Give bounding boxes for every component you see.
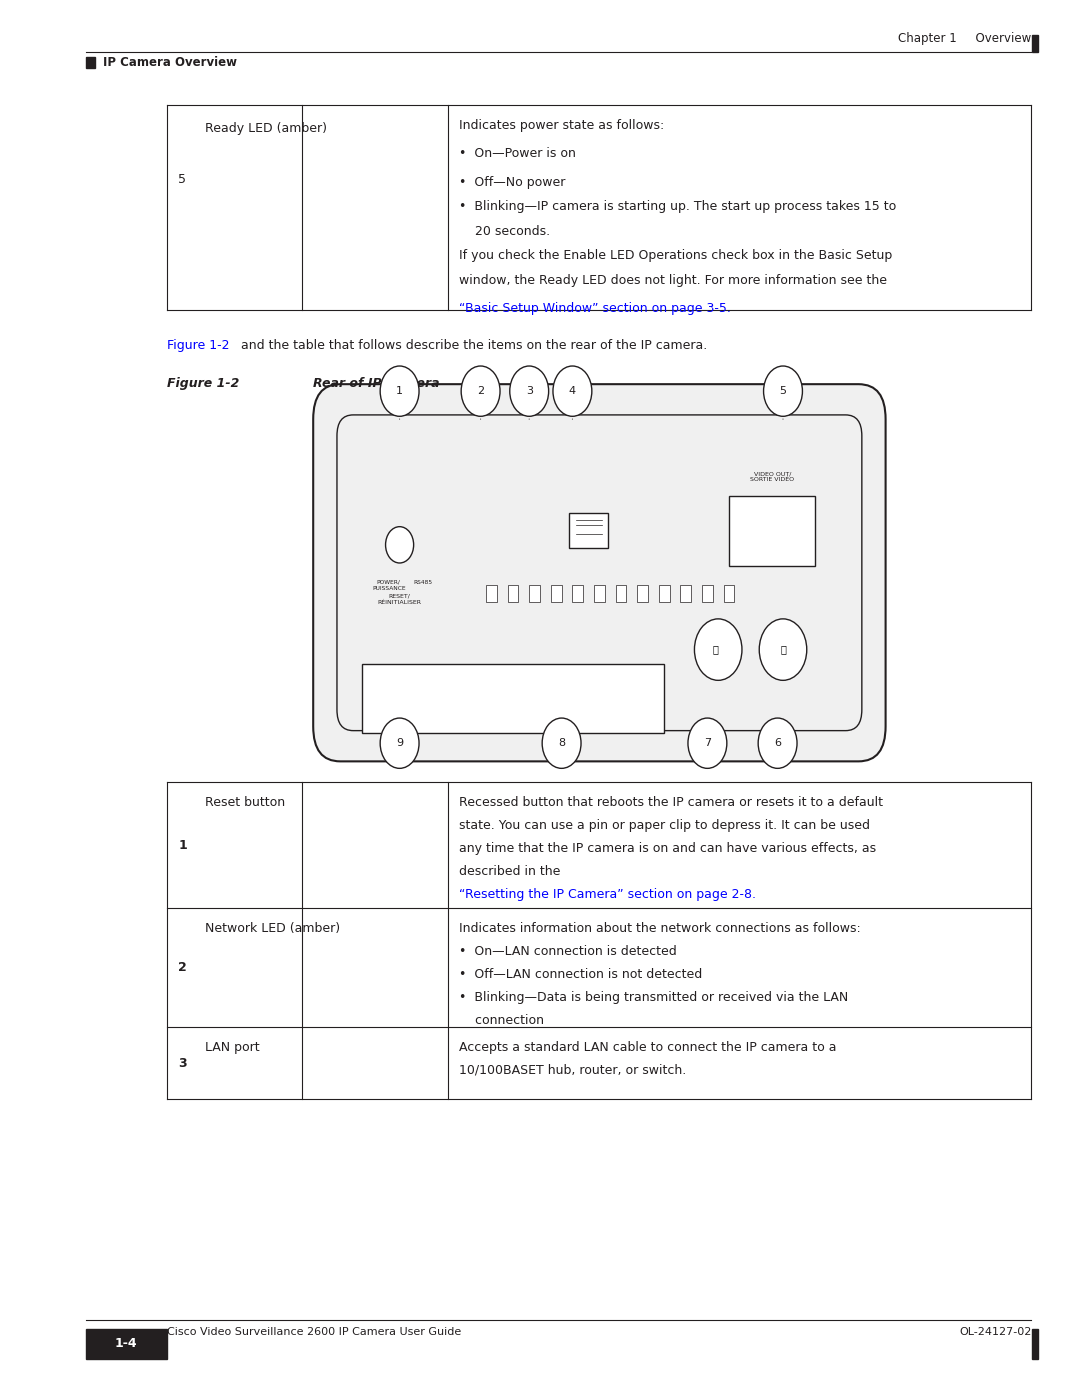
Text: state. You can use a pin or paper clip to depress it. It can be used: state. You can use a pin or paper clip t…	[459, 819, 870, 833]
Text: 10/100BASET hub, router, or switch.: 10/100BASET hub, router, or switch.	[459, 1065, 686, 1077]
Text: 9: 9	[396, 738, 403, 749]
Bar	[86, 1329, 167, 1359]
Circle shape	[386, 527, 414, 563]
Text: Indicates information about the network connections as follows:: Indicates information about the network …	[459, 922, 861, 935]
Text: OL-24127-02: OL-24127-02	[959, 1327, 1031, 1337]
Bar	[86, 57, 95, 68]
Text: 🔊: 🔊	[780, 644, 786, 655]
Text: window, the Ready LED does not light. For more information see the: window, the Ready LED does not light. Fo…	[459, 274, 887, 286]
Text: “Resetting the IP Camera” section on page 2-8.: “Resetting the IP Camera” section on pag…	[459, 888, 756, 901]
Text: VIDEO OUT/
SORTIE VIDÉO: VIDEO OUT/ SORTIE VIDÉO	[751, 471, 794, 482]
Text: POWER/
PUISSANCE: POWER/ PUISSANCE	[372, 580, 406, 591]
Text: 6: 6	[774, 738, 781, 749]
Text: •  Off—No power: • Off—No power	[459, 176, 565, 189]
Text: Cisco Video Surveillance 2600 IP Camera User Guide: Cisco Video Surveillance 2600 IP Camera …	[167, 1327, 461, 1337]
Circle shape	[688, 718, 727, 768]
Text: 2: 2	[477, 386, 484, 397]
Circle shape	[510, 366, 549, 416]
Text: 3: 3	[178, 1056, 187, 1070]
Text: •  Blinking—IP camera is starting up. The start up process takes 15 to: • Blinking—IP camera is starting up. The…	[459, 200, 896, 214]
Text: Recessed button that reboots the IP camera or resets it to a default: Recessed button that reboots the IP came…	[459, 796, 883, 809]
Text: RS485: RS485	[414, 580, 433, 585]
Text: RESET/
RÉINITIALISER: RESET/ RÉINITIALISER	[378, 594, 421, 605]
Text: •  On—LAN connection is detected: • On—LAN connection is detected	[459, 946, 677, 958]
Text: “Basic Setup Window” section on page 3-5.: “Basic Setup Window” section on page 3-5…	[459, 302, 731, 316]
Text: Network LED (amber): Network LED (amber)	[205, 922, 340, 935]
Text: 5: 5	[780, 386, 786, 397]
Text: •  Blinking—Data is being transmitted or received via the LAN: • Blinking—Data is being transmitted or …	[459, 992, 848, 1004]
Circle shape	[380, 366, 419, 416]
Circle shape	[461, 366, 500, 416]
Circle shape	[758, 718, 797, 768]
Text: Ready LED (amber): Ready LED (amber)	[205, 122, 327, 134]
Text: 8: 8	[558, 738, 565, 749]
Circle shape	[380, 718, 419, 768]
Text: •  Off—LAN connection is not detected: • Off—LAN connection is not detected	[459, 968, 702, 981]
Bar	[637, 585, 648, 602]
Text: 20 seconds.: 20 seconds.	[459, 225, 550, 237]
Text: and the table that follows describe the items on the rear of the IP camera.: and the table that follows describe the …	[237, 339, 706, 352]
Text: Figure 1-2: Figure 1-2	[167, 377, 240, 390]
Bar	[702, 585, 713, 602]
Text: 1: 1	[396, 386, 403, 397]
Text: Reset button: Reset button	[205, 796, 285, 809]
Bar	[724, 585, 734, 602]
Text: 2: 2	[178, 961, 187, 974]
Bar	[659, 585, 670, 602]
Circle shape	[759, 619, 807, 680]
Bar	[680, 585, 691, 602]
Text: 1-4: 1-4	[116, 1337, 137, 1351]
Text: LAN port: LAN port	[205, 1041, 260, 1053]
Text: 🎤: 🎤	[712, 644, 718, 655]
Text: •  On—Power is on: • On—Power is on	[459, 147, 576, 161]
Text: 3: 3	[526, 386, 532, 397]
Bar	[594, 585, 605, 602]
Bar	[529, 585, 540, 602]
Bar	[569, 513, 608, 548]
Text: Indicates power state as follows:: Indicates power state as follows:	[459, 119, 664, 131]
Text: 7: 7	[704, 738, 711, 749]
Bar	[551, 585, 562, 602]
Circle shape	[694, 619, 742, 680]
Text: Figure 1-2: Figure 1-2	[167, 339, 230, 352]
Bar	[729, 496, 815, 566]
Bar	[508, 585, 518, 602]
Circle shape	[553, 366, 592, 416]
Bar	[572, 585, 583, 602]
Bar	[1032, 1329, 1038, 1359]
Text: 1: 1	[178, 838, 187, 852]
Bar	[362, 664, 664, 733]
Text: If you check the Enable LED Operations check box in the Basic Setup: If you check the Enable LED Operations c…	[459, 249, 892, 263]
Text: described in the: described in the	[459, 866, 565, 879]
Circle shape	[542, 718, 581, 768]
Text: IP Camera Overview: IP Camera Overview	[103, 56, 237, 70]
Text: Accepts a standard LAN cable to connect the IP camera to a: Accepts a standard LAN cable to connect …	[459, 1041, 837, 1053]
Text: Rear of IP Camera: Rear of IP Camera	[313, 377, 440, 390]
Text: 5: 5	[178, 173, 186, 186]
Text: Chapter 1     Overview: Chapter 1 Overview	[899, 32, 1031, 45]
Text: 4: 4	[569, 386, 576, 397]
Circle shape	[764, 366, 802, 416]
FancyBboxPatch shape	[313, 384, 886, 761]
Bar	[486, 585, 497, 602]
Text: any time that the IP camera is on and can have various effects, as: any time that the IP camera is on and ca…	[459, 842, 876, 855]
Bar	[1032, 35, 1038, 52]
Bar	[616, 585, 626, 602]
Text: connection: connection	[459, 1014, 544, 1027]
